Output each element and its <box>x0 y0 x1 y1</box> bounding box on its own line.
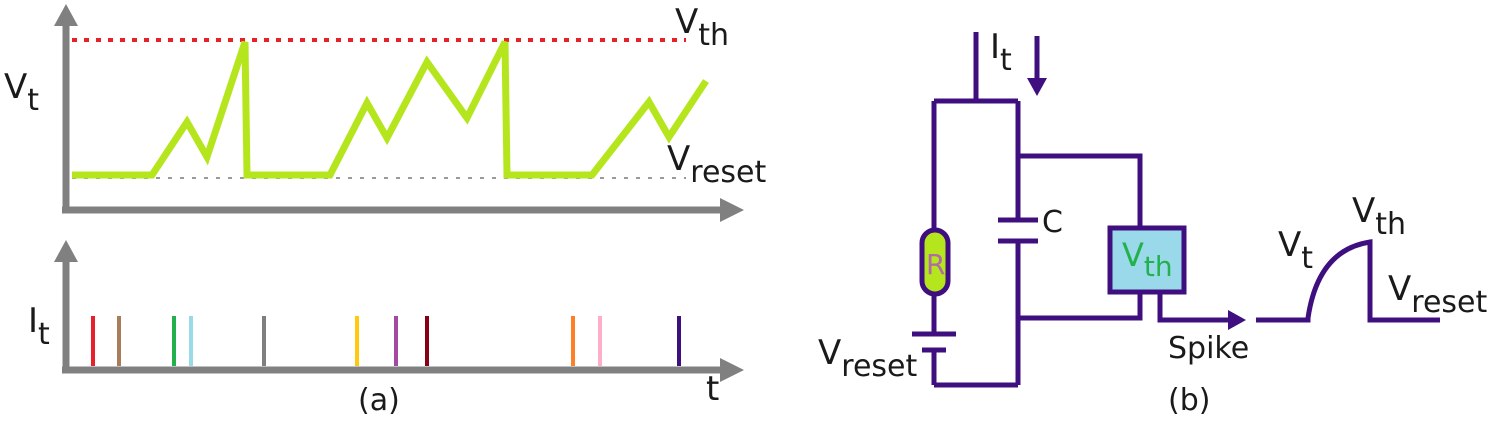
voltage-y-axis-arrowhead <box>54 4 78 26</box>
waveform-end-label: Vreset <box>1388 269 1487 320</box>
threshold-box-label: Vth <box>1122 236 1173 283</box>
reset-source-label: Vreset <box>818 333 917 384</box>
lif-circuit <box>931 32 1230 388</box>
resistor <box>919 227 951 297</box>
caption-b: (b) <box>1168 383 1210 418</box>
membrane-potential-trace <box>72 40 709 179</box>
caption-a: (a) <box>358 383 400 418</box>
threshold-comparator <box>1107 225 1187 295</box>
threshold-wire-bottom <box>1018 292 1143 321</box>
reset-label: Vreset <box>667 139 766 190</box>
waveform-peak-label: Vth <box>1352 191 1406 242</box>
spike-waveform <box>1256 239 1440 323</box>
spike-output-arrow-head <box>1228 310 1246 330</box>
spike-y-axis-arrowhead <box>54 240 78 262</box>
input-current-arrow-head <box>1027 78 1047 96</box>
threshold-label: Vth <box>675 2 729 53</box>
voltage-plot: Vt Vth Vreset <box>4 2 766 222</box>
spike-label: Spike <box>1168 331 1249 366</box>
spike-y-label: It <box>28 301 50 352</box>
capacitor-label: C <box>1042 205 1063 240</box>
waveform-start-label: Vt <box>1278 225 1313 276</box>
voltage-y-label: Vt <box>4 67 39 118</box>
threshold-wire-top <box>1018 153 1143 228</box>
resistor-label: R <box>926 248 945 281</box>
voltage-x-axis-arrowhead <box>720 198 744 222</box>
input-spikes <box>91 316 681 366</box>
output-wire <box>1157 292 1230 323</box>
input-spike-plot: It t (a) <box>28 240 744 418</box>
spike-x-label: t <box>706 369 719 409</box>
spike-x-axis-arrowhead <box>720 358 744 382</box>
input-current-label: It <box>990 27 1012 78</box>
